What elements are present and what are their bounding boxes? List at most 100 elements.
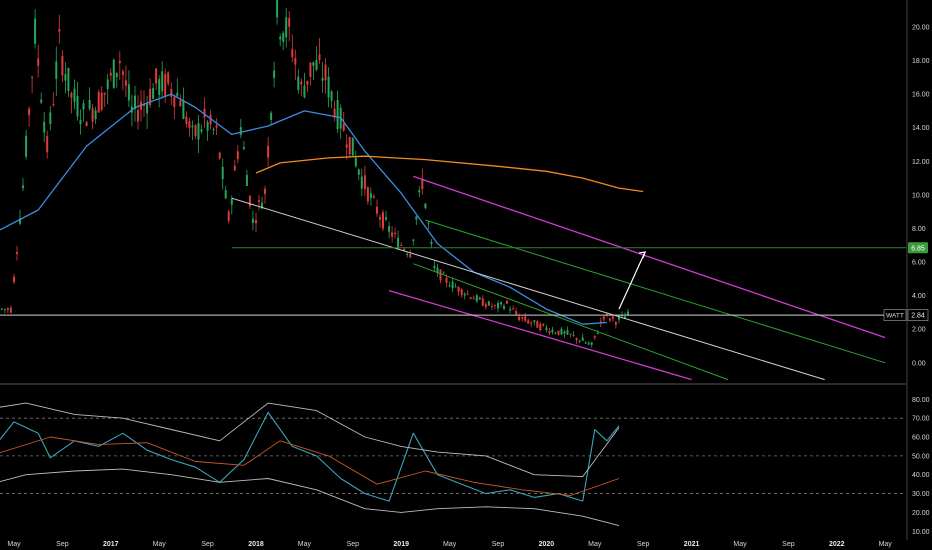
candle-body [79,120,82,125]
candle-body [524,316,527,321]
candle-body [100,92,103,110]
price-y-tick-label: 20.00 [912,24,930,31]
candle-body [200,129,203,132]
candle-body [548,331,551,334]
rsi-series-rsi [0,411,620,502]
candle-body [309,62,312,77]
candle-body [19,218,21,224]
candle-body [312,62,315,66]
candle-body [61,55,64,76]
candle-body [88,99,91,109]
candle-body [560,328,563,335]
candle-body [13,276,15,282]
candle-body [487,301,490,306]
candle-body [466,293,469,295]
candle-body [521,317,524,319]
candle-body [164,74,167,96]
price-y-tick-label: 0.00 [912,360,926,367]
candle-body [463,293,466,296]
candle-body [342,123,345,131]
candle-body [400,244,403,246]
x-tick-label: 2021 [684,541,700,548]
candle-body [73,88,76,102]
candle-body [3,309,6,311]
candle-body [506,301,508,304]
candle-body [614,322,617,325]
x-tick-label: May [733,541,747,548]
candle-body [127,84,130,101]
candle-body [197,123,200,140]
candle-body [167,72,170,84]
candle-body [385,217,387,220]
candle-body [261,202,263,209]
candle-body [321,77,324,81]
candle-body [297,76,300,90]
candle-body [493,304,496,306]
candle-body [397,237,400,249]
candle-body [103,92,106,95]
candle-body [28,108,31,116]
candle-body [472,298,475,300]
candle-body [40,99,43,103]
candle-body [315,60,318,70]
candle-body [273,70,276,78]
candle-body [436,267,439,273]
candle-body [602,316,605,320]
candle-body [288,18,291,27]
channel-inner-lower-line [413,263,729,381]
projection-arrow-line [618,251,646,310]
level-label-text: 6.85 [911,245,925,252]
x-tick-label: May [879,541,893,548]
candle-body [403,248,406,251]
candle-body [394,232,397,234]
candle-body [303,85,306,98]
candle-body [427,222,430,224]
candle-body [155,68,158,84]
projection-arrow-head [639,251,646,259]
candle-body [391,232,394,237]
candle-body [194,125,197,136]
channel-upper-line [413,175,886,339]
candle-body [376,206,378,214]
x-tick-label: 2017 [103,541,119,548]
candle-body [575,337,578,341]
x-tick-label: 2020 [539,541,555,548]
candle-body [248,195,251,207]
candle-body [327,76,330,98]
candle-body [372,196,375,198]
candle-body [545,327,548,331]
rsi-series-rsi_ma [0,436,620,496]
candle-body [149,88,152,106]
candle-body [233,165,236,171]
level-label-box [908,242,928,254]
candle-body [285,17,288,38]
rsi-series-band_upper [0,402,620,478]
candle-body [451,281,454,289]
candle-body [348,136,351,155]
candle-body [203,108,206,118]
candle-body [70,93,73,98]
candle-body [593,335,596,338]
candle-body [379,217,381,220]
candle-body [276,0,279,18]
candle-body [542,323,545,326]
candle-body [330,91,333,101]
candle-body [121,71,124,75]
candle-body [58,29,61,32]
candle-body [369,193,372,199]
candle-body [481,298,484,306]
candle-body [442,272,445,274]
candle-body [360,176,363,189]
candle-body [563,331,566,334]
candle-body [112,59,115,88]
candle-body [536,321,539,328]
price-y-tick-label: 8.00 [912,226,926,233]
x-tick-label: Sep [201,541,214,548]
candle-body [173,97,176,107]
candle-body [460,289,463,295]
x-tick-label: Sep [56,541,69,548]
candle-body [46,136,49,153]
candle-body [212,129,215,131]
